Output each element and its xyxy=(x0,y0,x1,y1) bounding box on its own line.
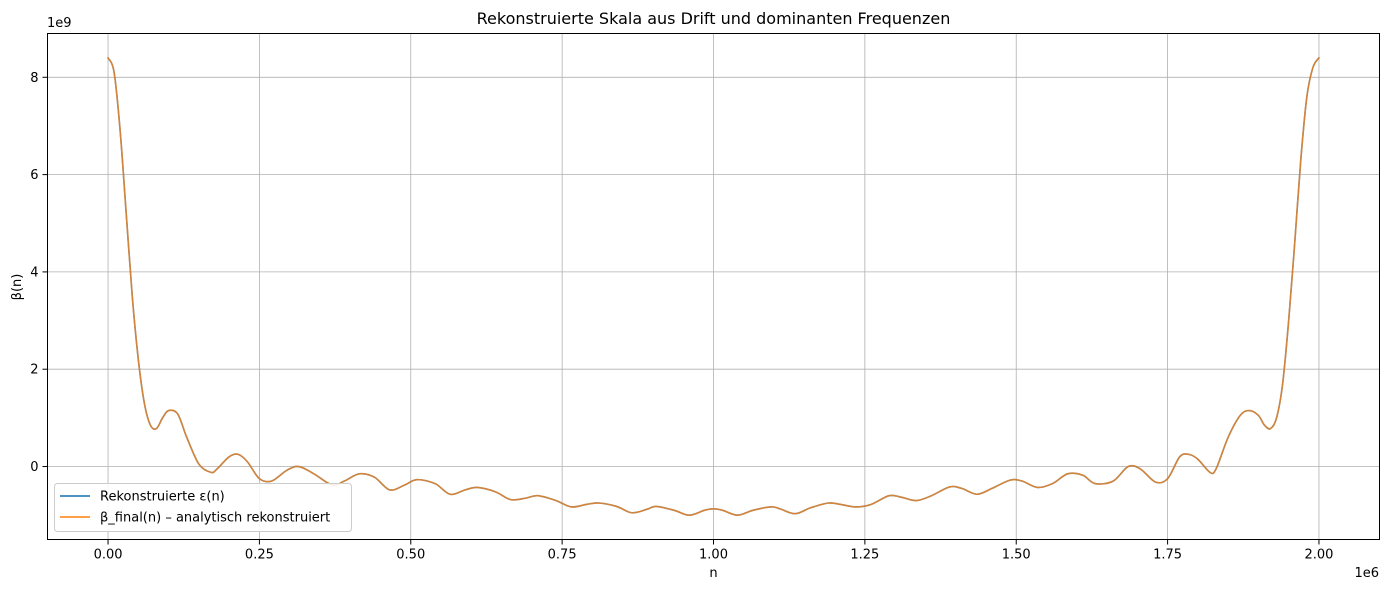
x-tick-label: 1.50 xyxy=(1002,548,1031,563)
x-tick-label: 1.25 xyxy=(850,548,879,563)
axis-ticks: 0.00 0.25 0.50 0.75 1.00 1.25 1.50 1.75 2.00 0 2 4 6… xyxy=(30,71,1333,563)
plot-series xyxy=(107,57,1320,516)
legend-label-series-2: β_final(n) – analytisch rekonstruiert xyxy=(100,511,330,526)
x-tick-label: 1.75 xyxy=(1153,548,1182,563)
x-tick-label: 0.00 xyxy=(94,548,123,563)
y-tick-label: 8 xyxy=(30,71,38,86)
grid xyxy=(47,33,1380,540)
x-tick-label: 0.50 xyxy=(396,548,425,563)
x-tick-label: 0.25 xyxy=(245,548,274,563)
y-tick-label: 4 xyxy=(30,265,38,280)
legend: Rekonstruierte ε(n) β_final(n) – analyti… xyxy=(54,483,352,532)
x-tick-label: 1.00 xyxy=(699,548,728,563)
legend-label-series-1: Rekonstruierte ε(n) xyxy=(100,490,225,505)
y-tick-label: 6 xyxy=(30,168,38,183)
x-axis-label: n xyxy=(709,566,717,581)
y-tick-label: 0 xyxy=(30,460,38,475)
chart-title: Rekonstruierte Skala aus Drift und domin… xyxy=(477,9,951,28)
legend-box xyxy=(54,483,352,532)
y-tick-label: 2 xyxy=(30,363,38,378)
series-line-2 xyxy=(107,57,1320,516)
x-tick-label: 2.00 xyxy=(1304,548,1333,563)
y-offset-label: 1e9 xyxy=(47,16,72,31)
x-offset-label: 1e6 xyxy=(1354,566,1379,581)
x-tick-label: 0.75 xyxy=(548,548,577,563)
y-axis-label: β(n) xyxy=(10,274,25,301)
